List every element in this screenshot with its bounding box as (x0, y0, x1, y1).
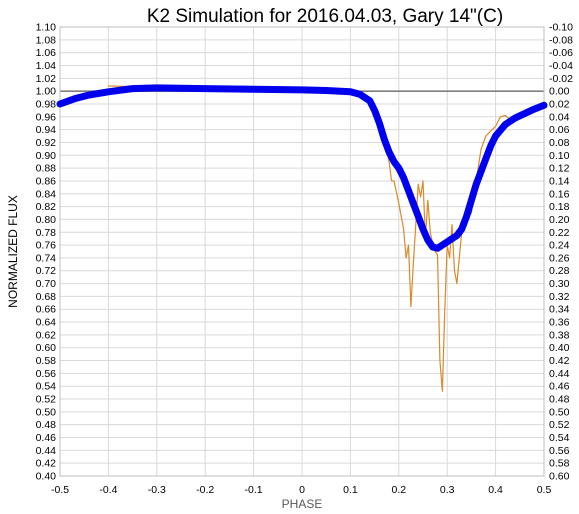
y-tick-label: 0.92 (36, 137, 57, 149)
y2-tick-label: 0.40 (549, 342, 570, 354)
x-axis-title: PHASE (282, 497, 323, 511)
x-tick-label: 0.3 (440, 484, 455, 496)
y2-tick-label: 0.02 (549, 98, 570, 110)
y-tick-label: 0.96 (36, 111, 57, 123)
y2-tick-label: 0.10 (549, 150, 570, 162)
y2-tick-label: 0.18 (549, 201, 570, 213)
y-tick-label: 1.04 (36, 60, 57, 72)
y-tick-label: 0.54 (36, 381, 57, 393)
y-tick-label: 0.88 (36, 163, 57, 175)
y2-tick-label: 0.16 (549, 188, 570, 200)
y-tick-label: 0.48 (36, 419, 57, 431)
y-tick-label: 0.76 (36, 240, 57, 252)
y2-tick-label: -0.02 (549, 73, 573, 85)
y2-tick-label: 0.42 (549, 355, 570, 367)
y2-tick-label: 0.52 (549, 419, 570, 431)
y-tick-label: 0.52 (36, 394, 57, 406)
y-tick-label: 1.10 (36, 22, 57, 34)
y2-tick-label: 0.44 (549, 368, 570, 380)
y2-tick-label: 0.22 (549, 227, 570, 239)
y2-tick-label: 0.46 (549, 381, 570, 393)
x-tick-label: 0 (299, 484, 305, 496)
x-axis-tick-labels: -0.5 -0.4 -0.3 -0.2 -0.1 0 0.1 0.2 0.3 0.4 0.5 (51, 484, 551, 496)
y2-tick-label: 0.12 (549, 163, 570, 175)
y2-tick-label: 0.30 (549, 278, 570, 290)
y-axis-tick-labels: 0.400.420.440.460.480.500.520.540.560.58… (36, 22, 57, 483)
series-group (56, 84, 548, 392)
y2-tick-label: 0.20 (549, 214, 570, 226)
y-tick-label: 1.06 (36, 47, 57, 59)
y2-tick-label: 0.56 (549, 445, 570, 457)
y-tick-label: 0.86 (36, 175, 57, 187)
y-tick-label: 1.08 (36, 34, 57, 46)
y2-tick-label: 0.38 (549, 329, 570, 341)
y-tick-label: 0.78 (36, 227, 57, 239)
y-tick-label: 0.64 (36, 317, 57, 329)
y2-tick-label: -0.06 (549, 47, 573, 59)
y2-tick-label: -0.04 (549, 60, 573, 72)
y-tick-label: 0.66 (36, 304, 57, 316)
y2-tick-label: 0.28 (549, 265, 570, 277)
y-tick-label: 0.68 (36, 291, 57, 303)
y2-tick-label: 0.50 (549, 406, 570, 418)
y-tick-label: 0.62 (36, 329, 57, 341)
y-tick-label: 0.70 (36, 278, 57, 290)
y-tick-label: 0.82 (36, 201, 57, 213)
y2-tick-label: 0.00 (549, 86, 570, 98)
plot-area-border (59, 26, 545, 477)
x-tick-label: 0.5 (537, 484, 552, 496)
series-line-simulation (56, 84, 548, 252)
y2-tick-label: 0.04 (549, 111, 570, 123)
y2-tick-label: 0.60 (549, 471, 570, 483)
y-tick-label: 0.74 (36, 252, 57, 264)
y2-tick-label: -0.10 (549, 22, 573, 34)
y2-tick-label: 0.48 (549, 394, 570, 406)
y2-tick-label: 0.14 (549, 175, 570, 187)
y-tick-label: 0.42 (36, 458, 57, 470)
y-tick-label: 0.80 (36, 214, 57, 226)
y-tick-label: 0.72 (36, 265, 57, 277)
y2-tick-label: 0.32 (549, 291, 570, 303)
x-tick-label: 0.4 (488, 484, 503, 496)
y-tick-label: 0.56 (36, 368, 57, 380)
y2-tick-label: 0.24 (549, 240, 570, 252)
y2-tick-label: 0.54 (549, 432, 570, 444)
x-tick-label: -0.1 (245, 484, 263, 496)
y2-tick-label: 0.06 (549, 124, 570, 136)
y-tick-label: 0.46 (36, 432, 57, 444)
y-tick-label: 1.00 (36, 86, 57, 98)
x-tick-label: 0.1 (343, 484, 358, 496)
y2-tick-label: 0.08 (549, 137, 570, 149)
y-tick-label: 0.40 (36, 471, 57, 483)
y2-tick-label: 0.58 (549, 458, 570, 470)
x-tick-label: -0.4 (99, 484, 117, 496)
y2-tick-label: 0.36 (549, 317, 570, 329)
x-tick-label: -0.5 (51, 484, 69, 496)
y-tick-label: 0.60 (36, 342, 57, 354)
y-tick-label: 0.84 (36, 188, 57, 200)
y-tick-label: 0.98 (36, 98, 57, 110)
y-tick-label: 0.90 (36, 150, 57, 162)
y-tick-label: 0.44 (36, 445, 57, 457)
y-axis-title: NORMALIZED FLUX (6, 195, 20, 308)
y2-tick-label: -0.08 (549, 34, 573, 46)
y-tick-label: 0.58 (36, 355, 57, 367)
chart-title: K2 Simulation for 2016.04.03, Gary 14"(C… (147, 6, 503, 27)
y2-axis-tick-labels: 0.600.580.560.540.520.500.480.460.440.42… (549, 22, 573, 483)
y2-tick-label: 0.34 (549, 304, 570, 316)
y-tick-label: 0.94 (36, 124, 57, 136)
y2-tick-label: 0.26 (549, 252, 570, 264)
y-tick-label: 1.02 (36, 73, 57, 85)
x-tick-label: -0.2 (196, 484, 214, 496)
x-tick-label: 0.2 (391, 484, 406, 496)
y-tick-label: 0.50 (36, 406, 57, 418)
x-tick-label: -0.3 (148, 484, 166, 496)
